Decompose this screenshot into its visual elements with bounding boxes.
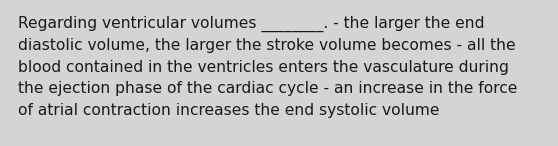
Text: the ejection phase of the cardiac cycle - an increase in the force: the ejection phase of the cardiac cycle … bbox=[18, 81, 517, 96]
Text: diastolic volume, the larger the stroke volume becomes - all the: diastolic volume, the larger the stroke … bbox=[18, 38, 516, 53]
Text: of atrial contraction increases the end systolic volume: of atrial contraction increases the end … bbox=[18, 103, 440, 118]
Text: blood contained in the ventricles enters the vasculature during: blood contained in the ventricles enters… bbox=[18, 60, 509, 75]
Text: Regarding ventricular volumes ________. - the larger the end: Regarding ventricular volumes ________. … bbox=[18, 16, 484, 32]
